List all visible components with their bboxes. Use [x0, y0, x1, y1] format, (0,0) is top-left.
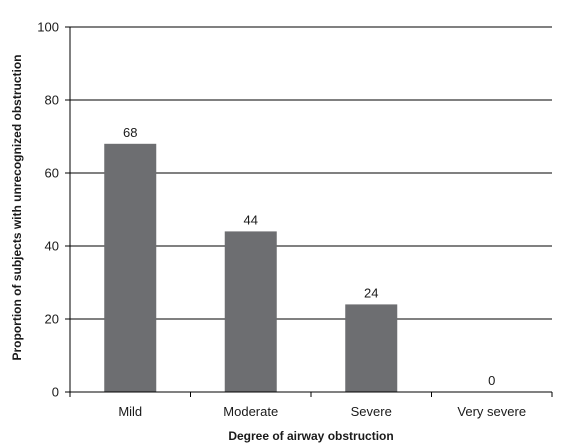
bar-moderate [224, 231, 277, 392]
x-tick-label: Moderate [223, 404, 278, 419]
x-tick-label: Severe [351, 404, 392, 419]
y-tick-label: 60 [45, 166, 59, 181]
data-label: 68 [123, 125, 137, 140]
bars [104, 143, 398, 392]
data-label: 44 [244, 212, 258, 227]
data-label: 24 [364, 285, 378, 300]
x-axis-ticks: Mild Moderate Severe Very severe [69, 392, 553, 419]
y-axis-title: Proportion of subjects with unrecognized… [10, 55, 24, 361]
y-tick-label: 100 [37, 20, 59, 35]
y-tick-label: 0 [52, 385, 59, 400]
x-axis-title: Degree of airway obstruction [228, 429, 393, 443]
data-labels: 68 44 24 0 [123, 125, 495, 388]
bar-severe [345, 304, 398, 392]
data-label: 0 [488, 373, 495, 388]
y-tick-label: 20 [45, 312, 59, 327]
y-tick-label: 80 [45, 93, 59, 108]
x-tick-label: Very severe [457, 404, 526, 419]
y-axis-ticks: 0 20 40 60 80 100 [37, 20, 70, 400]
y-tick-label: 40 [45, 239, 59, 254]
x-tick-label: Mild [118, 404, 142, 419]
bar-mild [104, 143, 157, 392]
